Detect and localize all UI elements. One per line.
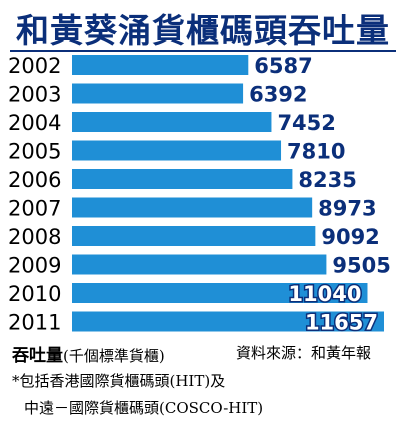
footnote-line-1: *包括香港國際貨櫃碼頭(HIT)及 [12, 372, 226, 390]
value-label-2003: 6392 [249, 83, 307, 107]
value-label-2002: 6587 [254, 54, 312, 78]
value-label-2008: 9092 [321, 225, 379, 249]
bar-2003 [72, 83, 244, 104]
category-label-2011: 2011 [8, 311, 61, 335]
category-label-2005: 2005 [8, 140, 61, 164]
bar-2011 [72, 311, 384, 332]
category-label-2010: 2010 [8, 282, 61, 306]
category-label-2004: 2004 [8, 111, 61, 135]
chart-title: 和黃葵涌貨櫃碼頭吞吐量 [16, 11, 390, 50]
value-label-2011: 11657 [305, 311, 378, 335]
bar-2002 [72, 55, 249, 75]
bar-2008 [72, 226, 316, 246]
bar-2009 [72, 254, 327, 275]
category-label-2008: 2008 [8, 225, 61, 249]
unit-label: 吞吐量 [12, 346, 63, 366]
value-label-2009: 9505 [332, 254, 390, 278]
footnote-line-2: 中遠－國際貨櫃碼頭(COSCO-HIT) [24, 399, 264, 417]
source-text: 資料來源：和黃年報 [236, 344, 372, 362]
value-label-2007: 8973 [318, 197, 376, 221]
category-label-2003: 2003 [8, 83, 61, 107]
value-label-2005: 7810 [287, 140, 345, 164]
title-divider [10, 50, 396, 52]
unit-text: (千個標準貨櫃) [63, 347, 165, 365]
bar-2006 [72, 169, 293, 189]
bar-2010 [72, 283, 368, 303]
category-label-2006: 2006 [8, 168, 61, 192]
bar-chart: 2002 6587 2003 6392 2004 7452 2005 7810 2006 8235… [8, 54, 391, 336]
category-label-2007: 2007 [8, 197, 61, 221]
category-label-2009: 2009 [8, 254, 61, 278]
value-label-2010: 11040 [288, 282, 361, 306]
bar-2007 [72, 197, 313, 218]
value-label-2006: 8235 [298, 168, 356, 192]
bar-2004 [72, 112, 272, 132]
bar-2005 [72, 140, 282, 161]
footer-unit-line: 吞吐量(千個標準貨櫃) 資料來源：和黃年報 [12, 341, 371, 366]
category-label-2002: 2002 [8, 54, 61, 78]
value-label-2004: 7452 [277, 111, 335, 135]
